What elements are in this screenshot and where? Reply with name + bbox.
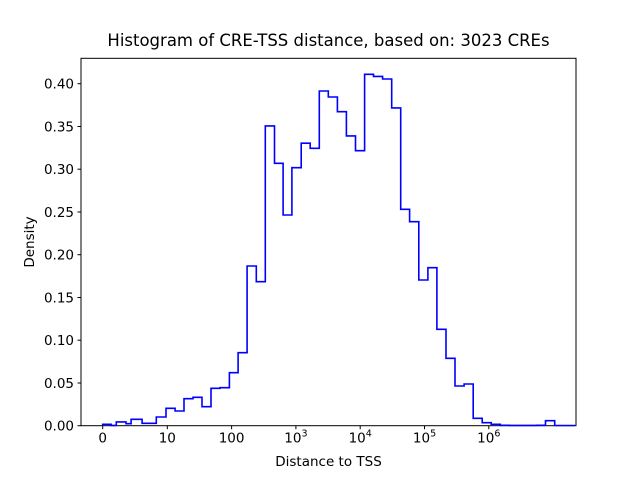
y-tick-label: 0.20 [44, 248, 74, 264]
x-tick-label: 105 [413, 429, 436, 447]
y-axis-label: Density [22, 216, 38, 267]
x-tick-label: 100 [219, 431, 245, 447]
x-tick-label: 106 [477, 429, 500, 447]
y-tick-label: 0.25 [44, 205, 74, 221]
x-tick-label: 103 [284, 429, 307, 447]
y-tick-label: 0.00 [44, 419, 74, 435]
y-tick-label: 0.05 [44, 376, 74, 392]
y-tick-label: 0.35 [44, 119, 74, 135]
x-axis-label: Distance to TSS [275, 454, 382, 470]
axis-ticks: 0 10 100 103 104 105 106 0.00 0.05 0.10 0.15 0.20 0.… [44, 77, 500, 447]
x-tick-label: 10 [159, 431, 176, 447]
axes-frame [80, 57, 577, 427]
y-tick-label: 0.10 [44, 333, 74, 349]
y-tick-label: 0.30 [44, 162, 74, 178]
y-tick-label: 0.15 [44, 290, 74, 306]
plot-title: Histogram of CRE-TSS distance, based on:… [107, 31, 549, 50]
y-tick-label: 0.40 [44, 77, 74, 93]
x-tick-label: 0 [98, 431, 107, 447]
plot-frame [80, 57, 577, 427]
density-series [101, 73, 576, 427]
x-tick-label: 104 [349, 429, 372, 447]
histogram-step-line [101, 73, 576, 427]
